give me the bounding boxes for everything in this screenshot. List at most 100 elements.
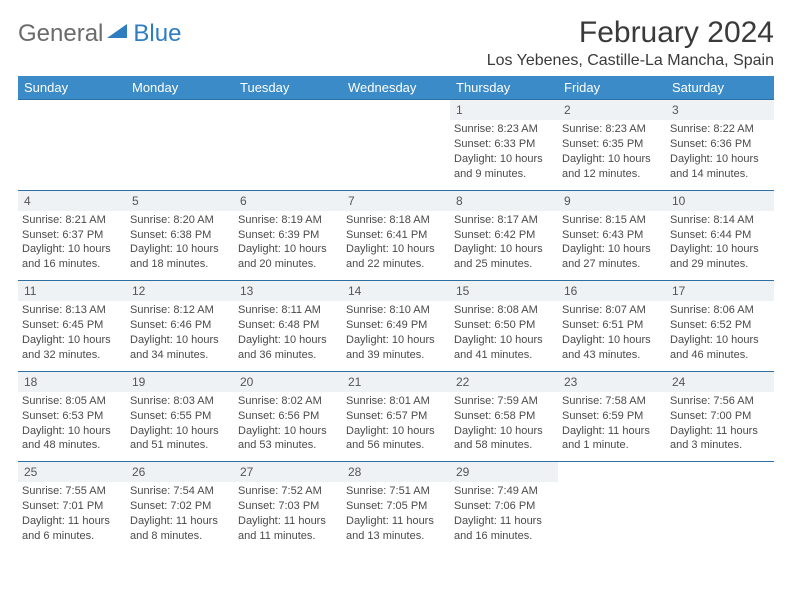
day-number-cell: 2 xyxy=(558,100,666,121)
day-number-cell: 8 xyxy=(450,190,558,211)
day-header: Wednesday xyxy=(342,76,450,100)
day-header: Tuesday xyxy=(234,76,342,100)
sunrise-text: Sunrise: 8:22 AM xyxy=(670,122,770,137)
sunrise-text: Sunrise: 7:56 AM xyxy=(670,394,770,409)
sunrise-text: Sunrise: 7:49 AM xyxy=(454,484,554,499)
sunset-text: Sunset: 6:49 PM xyxy=(346,318,446,333)
daylight-text: Daylight: 10 hours and 53 minutes. xyxy=(238,424,338,454)
day-number-cell xyxy=(126,100,234,121)
day-number-cell: 25 xyxy=(18,462,126,483)
day-info-cell: Sunrise: 8:18 AMSunset: 6:41 PMDaylight:… xyxy=(342,211,450,281)
sunset-text: Sunset: 6:43 PM xyxy=(562,228,662,243)
day-number-cell: 14 xyxy=(342,281,450,302)
day-number: 7 xyxy=(348,194,355,208)
sunset-text: Sunset: 6:53 PM xyxy=(22,409,122,424)
day-number-cell: 28 xyxy=(342,462,450,483)
day-number: 11 xyxy=(24,284,36,298)
day-number: 16 xyxy=(564,284,577,298)
daylight-text: Daylight: 11 hours and 3 minutes. xyxy=(670,424,770,454)
day-number-cell: 21 xyxy=(342,371,450,392)
sunset-text: Sunset: 7:05 PM xyxy=(346,499,446,514)
daylight-text: Daylight: 11 hours and 16 minutes. xyxy=(454,514,554,544)
day-number: 1 xyxy=(456,103,463,117)
sunset-text: Sunset: 6:36 PM xyxy=(670,137,770,152)
day-number: 25 xyxy=(24,465,37,479)
day-info-cell xyxy=(18,120,126,190)
day-number-cell: 13 xyxy=(234,281,342,302)
sunset-text: Sunset: 6:52 PM xyxy=(670,318,770,333)
daylight-text: Daylight: 10 hours and 34 minutes. xyxy=(130,333,230,363)
day-header: Monday xyxy=(126,76,234,100)
day-info-cell: Sunrise: 8:01 AMSunset: 6:57 PMDaylight:… xyxy=(342,392,450,462)
sunrise-text: Sunrise: 8:10 AM xyxy=(346,303,446,318)
day-info-cell: Sunrise: 8:20 AMSunset: 6:38 PMDaylight:… xyxy=(126,211,234,281)
day-number-cell: 4 xyxy=(18,190,126,211)
sunset-text: Sunset: 6:55 PM xyxy=(130,409,230,424)
week-daynum-row: 18192021222324 xyxy=(18,371,774,392)
day-number: 9 xyxy=(564,194,571,208)
day-number: 12 xyxy=(132,284,145,298)
sunset-text: Sunset: 6:35 PM xyxy=(562,137,662,152)
day-number-cell xyxy=(558,462,666,483)
day-header: Friday xyxy=(558,76,666,100)
daylight-text: Daylight: 10 hours and 25 minutes. xyxy=(454,242,554,272)
day-info-cell: Sunrise: 8:08 AMSunset: 6:50 PMDaylight:… xyxy=(450,301,558,371)
day-number: 15 xyxy=(456,284,469,298)
daylight-text: Daylight: 10 hours and 36 minutes. xyxy=(238,333,338,363)
sunset-text: Sunset: 6:48 PM xyxy=(238,318,338,333)
sunrise-text: Sunrise: 8:05 AM xyxy=(22,394,122,409)
day-info-cell: Sunrise: 7:59 AMSunset: 6:58 PMDaylight:… xyxy=(450,392,558,462)
day-number: 6 xyxy=(240,194,247,208)
day-info-cell: Sunrise: 8:21 AMSunset: 6:37 PMDaylight:… xyxy=(18,211,126,281)
daylight-text: Daylight: 10 hours and 27 minutes. xyxy=(562,242,662,272)
day-number-cell: 16 xyxy=(558,281,666,302)
daylight-text: Daylight: 10 hours and 22 minutes. xyxy=(346,242,446,272)
daylight-text: Daylight: 10 hours and 12 minutes. xyxy=(562,152,662,182)
day-number-cell: 17 xyxy=(666,281,774,302)
day-info-cell: Sunrise: 8:06 AMSunset: 6:52 PMDaylight:… xyxy=(666,301,774,371)
sunrise-text: Sunrise: 8:11 AM xyxy=(238,303,338,318)
day-info-cell: Sunrise: 8:15 AMSunset: 6:43 PMDaylight:… xyxy=(558,211,666,281)
day-header: Thursday xyxy=(450,76,558,100)
day-number: 5 xyxy=(132,194,139,208)
week-daynum-row: 11 12 1314 15 16 17 xyxy=(18,281,774,302)
week-info-row: Sunrise: 8:23 AMSunset: 6:33 PMDaylight:… xyxy=(18,120,774,190)
sunrise-text: Sunrise: 8:17 AM xyxy=(454,213,554,228)
day-number-cell: 19 xyxy=(126,371,234,392)
day-number-cell: 12 xyxy=(126,281,234,302)
daylight-text: Daylight: 10 hours and 9 minutes. xyxy=(454,152,554,182)
day-header-row: SundayMondayTuesdayWednesdayThursdayFrid… xyxy=(18,76,774,100)
day-number-cell: 22 xyxy=(450,371,558,392)
daylight-text: Daylight: 10 hours and 14 minutes. xyxy=(670,152,770,182)
day-number-cell xyxy=(18,100,126,121)
sunrise-text: Sunrise: 8:12 AM xyxy=(130,303,230,318)
daylight-text: Daylight: 10 hours and 16 minutes. xyxy=(22,242,122,272)
sunrise-text: Sunrise: 7:54 AM xyxy=(130,484,230,499)
day-number: 17 xyxy=(672,284,685,298)
sunrise-text: Sunrise: 7:52 AM xyxy=(238,484,338,499)
day-number-cell: 1 xyxy=(450,100,558,121)
logo-triangle-icon xyxy=(107,22,129,45)
sunrise-text: Sunrise: 7:59 AM xyxy=(454,394,554,409)
day-number-cell: 26 xyxy=(126,462,234,483)
sunrise-text: Sunrise: 8:23 AM xyxy=(454,122,554,137)
sunset-text: Sunset: 6:58 PM xyxy=(454,409,554,424)
day-number-cell: 27 xyxy=(234,462,342,483)
sunset-text: Sunset: 6:37 PM xyxy=(22,228,122,243)
daylight-text: Daylight: 10 hours and 58 minutes. xyxy=(454,424,554,454)
week-daynum-row: 2526272829 xyxy=(18,462,774,483)
daylight-text: Daylight: 10 hours and 20 minutes. xyxy=(238,242,338,272)
week-daynum-row: 123 xyxy=(18,100,774,121)
week-daynum-row: 45678910 xyxy=(18,190,774,211)
logo-text-general: General xyxy=(18,20,103,48)
daylight-text: Daylight: 11 hours and 11 minutes. xyxy=(238,514,338,544)
day-info-cell xyxy=(342,120,450,190)
daylight-text: Daylight: 10 hours and 46 minutes. xyxy=(670,333,770,363)
day-number: 8 xyxy=(456,194,463,208)
day-info-cell: Sunrise: 7:52 AMSunset: 7:03 PMDaylight:… xyxy=(234,482,342,551)
daylight-text: Daylight: 11 hours and 6 minutes. xyxy=(22,514,122,544)
sunrise-text: Sunrise: 8:06 AM xyxy=(670,303,770,318)
sunset-text: Sunset: 6:59 PM xyxy=(562,409,662,424)
sunrise-text: Sunrise: 7:55 AM xyxy=(22,484,122,499)
sunrise-text: Sunrise: 8:21 AM xyxy=(22,213,122,228)
